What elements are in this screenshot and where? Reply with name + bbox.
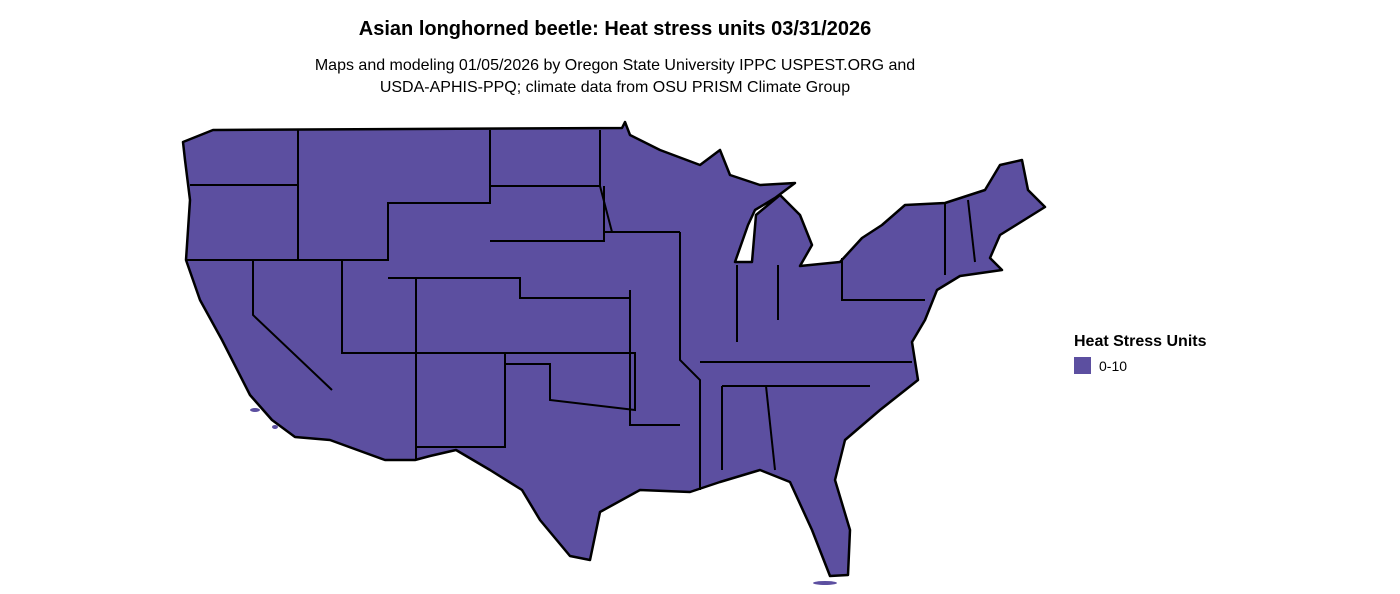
map-title: Asian longhorned beetle: Heat stress uni… xyxy=(358,18,872,40)
state-border xyxy=(629,290,680,426)
state-border xyxy=(416,353,506,448)
legend-item: 0-10 xyxy=(1074,357,1207,374)
state-border xyxy=(679,232,701,490)
channel-island xyxy=(250,408,260,412)
legend-title: Heat Stress Units xyxy=(1074,333,1207,350)
subtitle-line-2: USDA-APHIS-PPQ; climate data from OSU PR… xyxy=(379,79,851,96)
state-border xyxy=(388,277,630,299)
state-borders xyxy=(186,130,976,490)
state-border xyxy=(298,130,491,261)
map-subtitle: Maps and modeling 01/05/2026 by Oregon S… xyxy=(0,55,1230,99)
conus-outline xyxy=(181,120,1047,578)
state-border xyxy=(505,352,636,412)
islands xyxy=(250,408,837,585)
legend-label: 0-10 xyxy=(1099,357,1128,374)
legend-swatch xyxy=(1074,357,1091,374)
state-border xyxy=(341,260,505,354)
subtitle-line-1: Maps and modeling 01/05/2026 by Oregon S… xyxy=(314,57,916,74)
state-border xyxy=(599,185,613,233)
state-border xyxy=(967,199,976,263)
state-border xyxy=(841,258,925,301)
florida-keys xyxy=(813,581,837,585)
state-border xyxy=(252,260,333,391)
channel-island xyxy=(272,425,278,429)
state-border xyxy=(765,385,776,471)
legend: Heat Stress Units 0-10 xyxy=(1074,333,1207,374)
